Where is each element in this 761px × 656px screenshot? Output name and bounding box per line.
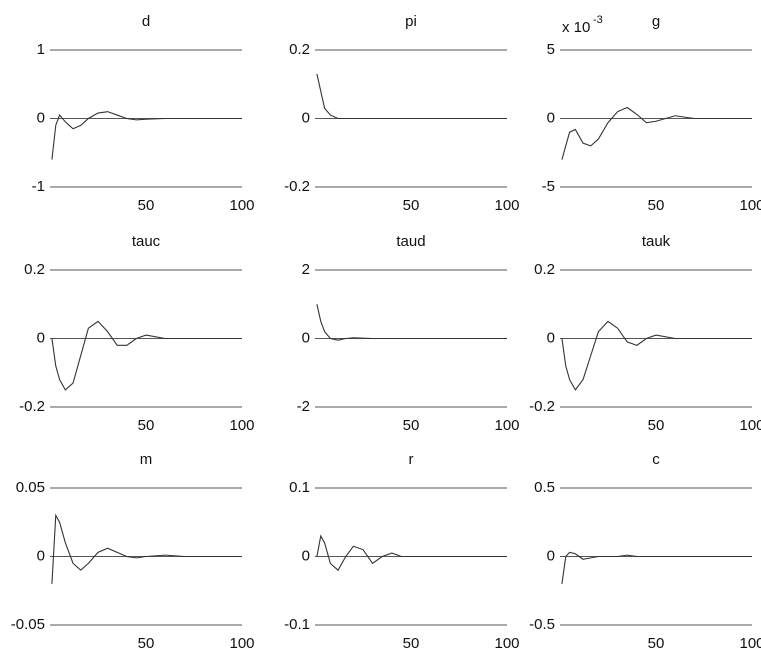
y-tick-label: -5 bbox=[542, 178, 555, 195]
y-tick-label: 5 bbox=[547, 41, 555, 58]
y-tick-label: 0.05 bbox=[16, 479, 45, 496]
x-tick-label: 100 bbox=[739, 417, 761, 434]
y-tick-label: 0 bbox=[547, 547, 555, 564]
response-line bbox=[51, 513, 242, 584]
chart-title: r bbox=[409, 451, 414, 468]
y-tick-label: -1 bbox=[32, 178, 45, 195]
y-tick-label: 0.1 bbox=[289, 479, 310, 496]
x-tick-label: 100 bbox=[229, 197, 254, 214]
chart-title: taud bbox=[396, 233, 425, 250]
chart-title: pi bbox=[405, 13, 417, 30]
response-line bbox=[561, 106, 752, 160]
y-tick-label: 0 bbox=[37, 109, 45, 126]
response-line bbox=[561, 551, 752, 584]
x-tick-label: 50 bbox=[138, 635, 155, 652]
x-tick-label: 50 bbox=[648, 197, 665, 214]
y-tick-label: 1 bbox=[37, 41, 45, 58]
y-tick-label: -0.5 bbox=[529, 616, 555, 633]
x-tick-label: 50 bbox=[403, 417, 420, 434]
x-tick-label: 50 bbox=[648, 635, 665, 652]
chart-title: tauc bbox=[132, 233, 161, 250]
x-tick-label: 100 bbox=[739, 197, 761, 214]
x-tick-label: 100 bbox=[229, 417, 254, 434]
scale-exponent: -3 bbox=[593, 14, 603, 26]
response-line bbox=[51, 320, 242, 391]
y-tick-label: 0.2 bbox=[24, 261, 45, 278]
x-tick-label: 50 bbox=[138, 417, 155, 434]
y-tick-label: 0 bbox=[302, 109, 310, 126]
y-tick-label: -0.2 bbox=[284, 178, 310, 195]
y-tick-label: -0.2 bbox=[19, 398, 45, 415]
response-line bbox=[316, 304, 507, 341]
x-tick-label: 100 bbox=[739, 635, 761, 652]
x-tick-label: 100 bbox=[229, 635, 254, 652]
chart-title: m bbox=[140, 451, 153, 468]
y-tick-label: 0 bbox=[547, 109, 555, 126]
y-tick-label: -0.05 bbox=[11, 616, 45, 633]
scale-label: x 10 bbox=[562, 19, 590, 36]
chart-title: d bbox=[142, 13, 150, 30]
y-tick-label: 0 bbox=[37, 547, 45, 564]
x-tick-label: 50 bbox=[138, 197, 155, 214]
y-tick-label: -0.2 bbox=[529, 398, 555, 415]
chart-title: tauk bbox=[642, 233, 671, 250]
response-line bbox=[561, 320, 752, 391]
y-tick-label: 0 bbox=[302, 547, 310, 564]
x-tick-label: 100 bbox=[494, 635, 519, 652]
x-tick-label: 50 bbox=[403, 197, 420, 214]
y-tick-label: 2 bbox=[302, 261, 310, 278]
response-line bbox=[51, 111, 242, 160]
x-tick-label: 50 bbox=[648, 417, 665, 434]
y-tick-label: 0 bbox=[37, 329, 45, 346]
x-tick-label: 100 bbox=[494, 197, 519, 214]
chart-title: g bbox=[652, 13, 660, 30]
response-line bbox=[316, 534, 507, 572]
chart-title: c bbox=[652, 451, 660, 468]
y-tick-label: 0.2 bbox=[289, 41, 310, 58]
x-tick-label: 50 bbox=[403, 635, 420, 652]
y-tick-label: 0 bbox=[547, 329, 555, 346]
y-tick-label: 0.5 bbox=[534, 479, 555, 496]
y-tick-label: 0.2 bbox=[534, 261, 555, 278]
x-tick-label: 100 bbox=[494, 417, 519, 434]
y-tick-label: 0 bbox=[302, 329, 310, 346]
response-line bbox=[316, 73, 507, 120]
y-tick-label: -0.1 bbox=[284, 616, 310, 633]
y-tick-label: -2 bbox=[297, 398, 310, 415]
